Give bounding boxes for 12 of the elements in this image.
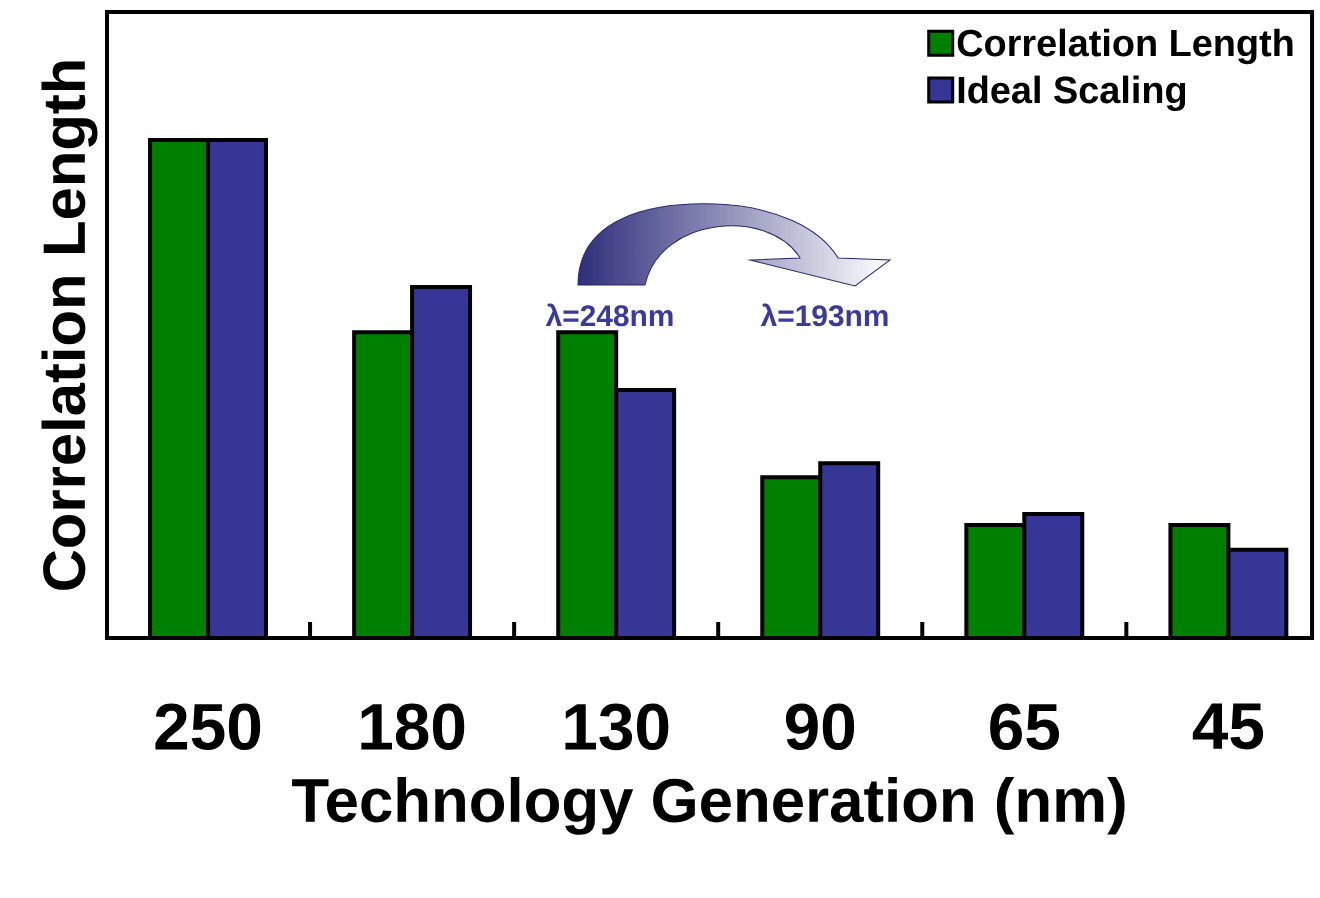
x-tick-label: 45 [1192,703,1264,750]
x-tick-label: 130 [565,703,669,751]
x-tick-label: 90 [785,703,855,751]
x-tick-label: 250 [155,703,261,751]
x-tick-label: 180 [361,703,465,751]
y-axis-title: Correlation Length [41,61,98,590]
x-axis-title: Technology Generation (nm) [292,777,1125,835]
x-tick-label: 65 [990,703,1060,751]
legend-label: Ideal Scaling [958,75,1186,112]
legend-label: Correlation Length [957,28,1293,65]
annotation: λ=248nm [545,303,673,327]
annotation: λ=193nm [760,303,888,327]
